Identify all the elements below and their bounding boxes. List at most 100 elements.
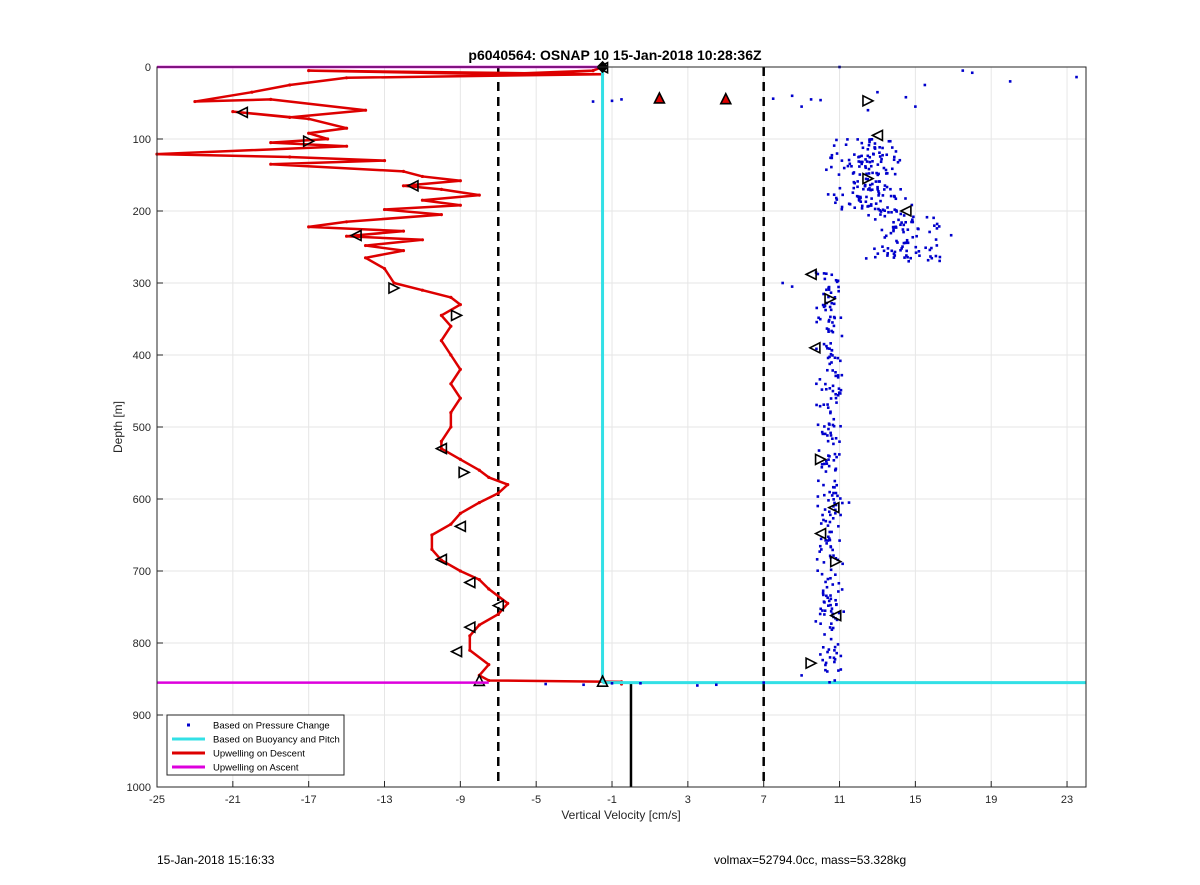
descent-upwelling-point bbox=[449, 324, 453, 328]
pressure-change-point bbox=[865, 160, 869, 163]
direction-marker bbox=[302, 134, 316, 148]
pressure-change-point bbox=[851, 172, 855, 175]
pressure-change-point bbox=[896, 241, 899, 244]
descent-upwelling-point bbox=[344, 76, 349, 80]
pressure-change-point bbox=[886, 247, 890, 250]
pressure-change-point bbox=[823, 432, 827, 436]
direction-marker bbox=[463, 576, 476, 589]
pressure-change-point bbox=[857, 160, 861, 163]
pressure-change-point bbox=[837, 289, 840, 293]
legend-label: Based on Buoyancy and Pitch bbox=[213, 735, 340, 746]
pressure-change-point bbox=[912, 215, 915, 219]
pressure-change-point bbox=[835, 198, 839, 201]
pressure-change-point bbox=[904, 197, 907, 200]
pressure-change-point bbox=[830, 361, 833, 364]
pressure-change-point bbox=[842, 166, 846, 170]
pressure-change-point bbox=[827, 288, 831, 291]
pressure-change-point bbox=[823, 613, 826, 616]
pressure-change-point bbox=[832, 505, 835, 508]
pressure-change-point bbox=[827, 535, 830, 539]
pressure-change-point bbox=[826, 650, 829, 654]
pressure-change-point bbox=[790, 285, 794, 288]
pressure-change-point bbox=[877, 172, 880, 176]
pressure-change-point bbox=[892, 252, 896, 256]
pressure-change-point bbox=[830, 301, 834, 305]
pressure-change-point bbox=[822, 593, 825, 597]
pressure-change-point bbox=[821, 609, 824, 612]
pressure-change-point bbox=[877, 180, 881, 183]
pressure-change-point bbox=[905, 238, 909, 242]
pressure-change-point bbox=[827, 328, 830, 331]
pressure-change-point bbox=[883, 184, 887, 187]
pressure-change-point bbox=[834, 603, 838, 607]
pressure-change-point bbox=[860, 207, 864, 210]
pressure-change-point bbox=[818, 378, 822, 381]
pressure-change-point bbox=[610, 99, 614, 103]
pressure-change-point bbox=[828, 520, 832, 524]
pressure-change-point bbox=[834, 370, 837, 374]
pressure-change-point bbox=[837, 173, 841, 176]
pressure-change-point bbox=[835, 280, 839, 284]
descent-upwelling-point bbox=[420, 198, 425, 202]
pressure-change-point bbox=[819, 537, 823, 541]
pressure-change-point bbox=[819, 622, 822, 625]
pressure-change-point bbox=[824, 308, 827, 312]
descent-upwelling-point bbox=[449, 353, 453, 357]
pressure-change-point bbox=[935, 222, 939, 226]
y-tick-label: 900 bbox=[133, 710, 151, 722]
pressure-change-point bbox=[823, 601, 826, 604]
descent-upwelling-point bbox=[449, 382, 453, 386]
footer-glider-info: volmax=52794.0cc, mass=53.328kg bbox=[714, 853, 907, 867]
pressure-change-point bbox=[831, 384, 835, 388]
pressure-change-point bbox=[930, 256, 934, 260]
pressure-change-point bbox=[824, 580, 827, 584]
pressure-change-point bbox=[837, 611, 841, 615]
descent-upwelling-point bbox=[344, 126, 349, 130]
pressure-change-point bbox=[826, 596, 829, 600]
pressure-change-point bbox=[819, 522, 823, 525]
pressure-change-point bbox=[904, 220, 907, 224]
pressure-change-point bbox=[771, 97, 775, 100]
descent-upwelling-point bbox=[344, 220, 349, 224]
pressure-change-point bbox=[829, 291, 833, 294]
descent-upwelling-point bbox=[420, 174, 425, 179]
pressure-change-point bbox=[834, 201, 837, 205]
pressure-change-point bbox=[906, 228, 910, 231]
pressure-change-point bbox=[893, 208, 897, 211]
pressure-change-point bbox=[841, 562, 844, 566]
pressure-change-point bbox=[836, 376, 840, 379]
pressure-change-point bbox=[822, 561, 826, 564]
pressure-change-point bbox=[829, 513, 832, 517]
pressure-change-point bbox=[864, 257, 868, 260]
direction-marker bbox=[804, 268, 817, 281]
pressure-change-point bbox=[829, 597, 833, 601]
pressure-change-point bbox=[819, 607, 823, 611]
descent-upwelling-point bbox=[344, 144, 349, 148]
descent-upwelling-point bbox=[430, 533, 434, 537]
pressure-change-point bbox=[842, 610, 846, 613]
pressure-change-point bbox=[827, 330, 830, 333]
pressure-change-point bbox=[852, 180, 856, 184]
direction-marker bbox=[805, 656, 818, 670]
pressure-change-point bbox=[831, 423, 835, 427]
descent-upwelling-point bbox=[344, 234, 349, 238]
pressure-change-point bbox=[934, 238, 938, 241]
y-axis-label: Depth [m] bbox=[111, 401, 125, 453]
pressure-change-point bbox=[800, 674, 803, 677]
pressure-change-point bbox=[868, 187, 871, 190]
pressure-change-point bbox=[877, 194, 880, 197]
pressure-change-point bbox=[824, 459, 828, 463]
pressure-change-point bbox=[879, 199, 882, 203]
pressure-change-point bbox=[905, 254, 908, 257]
pressure-change-point bbox=[892, 256, 896, 259]
pressure-change-point bbox=[762, 681, 765, 684]
pressure-change-point bbox=[838, 392, 842, 395]
pressure-change-point bbox=[880, 157, 883, 161]
pressure-change-point bbox=[834, 374, 838, 378]
pressure-change-point bbox=[827, 318, 831, 322]
direction-marker bbox=[349, 229, 362, 242]
pressure-change-point bbox=[905, 241, 908, 245]
pressure-change-point bbox=[856, 180, 859, 183]
pressure-change-point bbox=[833, 295, 837, 299]
pressure-change-point bbox=[815, 403, 818, 407]
